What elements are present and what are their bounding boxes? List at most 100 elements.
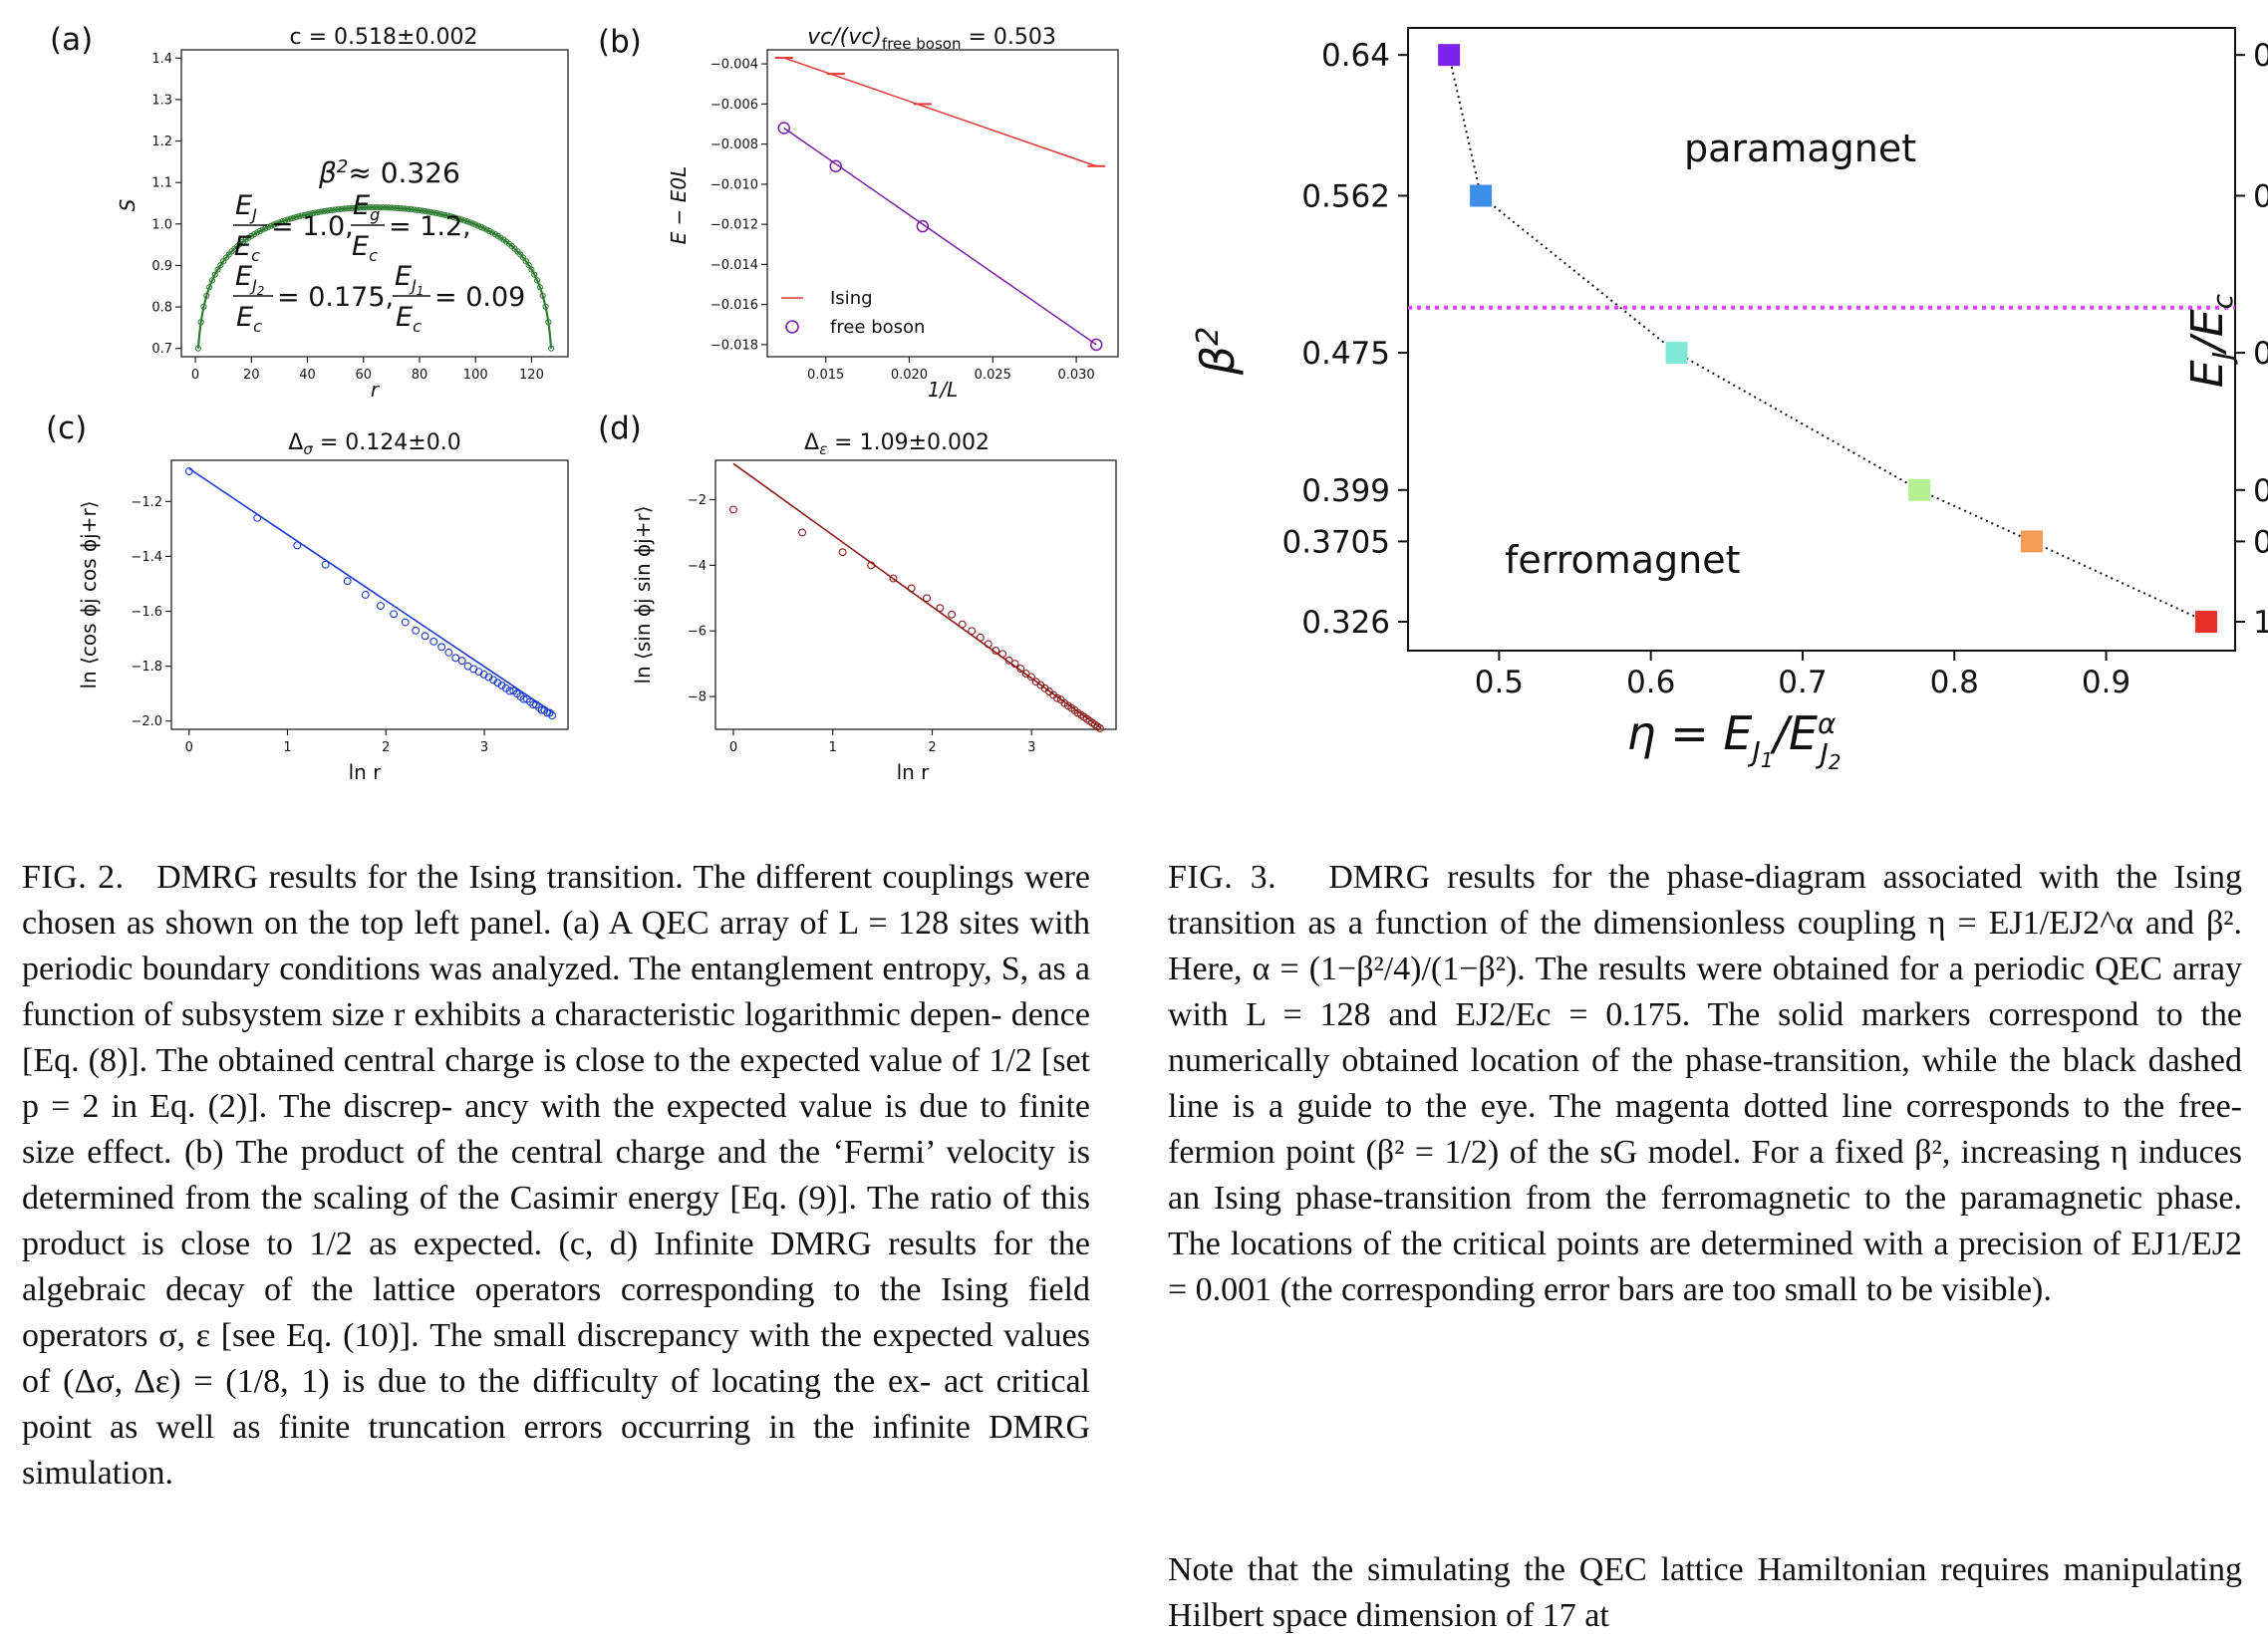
panel-a-point — [460, 217, 468, 224]
svg-text:Ec: Ec — [352, 231, 378, 265]
panel-d-point — [923, 594, 932, 603]
panel-d-point — [889, 574, 898, 583]
panel-a-point — [287, 215, 294, 222]
panel-c-point — [377, 602, 385, 610]
panel-a-point — [427, 208, 434, 216]
panel-b-legend: Ising free boson — [781, 288, 925, 338]
panel-b-letter: (b) — [598, 24, 642, 60]
fig3-ytick-label: 0.399 — [1301, 473, 1390, 509]
svg-text:= 1.0,: = 1.0, — [271, 211, 354, 242]
panel-a-point — [284, 216, 291, 223]
panel-a-point — [293, 213, 300, 221]
panel-d-point — [1004, 656, 1013, 665]
ytick-label: −8 — [688, 690, 707, 705]
ytick-label: −6 — [688, 625, 707, 640]
panel-d-point — [976, 633, 985, 642]
panel-c-point — [361, 591, 370, 599]
svg-text:Ec: Ec — [396, 302, 422, 336]
phase-transition-marker — [1908, 478, 1931, 501]
xtick-label: 0 — [191, 368, 199, 383]
panel-c-point — [390, 610, 399, 619]
panel-c-fit-line — [188, 467, 554, 714]
svg-text:= 0.175,: = 0.175, — [277, 282, 394, 313]
panel-c-point — [412, 626, 421, 635]
panel-a-point — [211, 271, 218, 278]
svg-text:= 0.09: = 0.09 — [434, 282, 525, 313]
fig3-xtick-label: 0.5 — [1475, 665, 1524, 700]
panel-a-point — [304, 211, 311, 218]
xtick-label: 0 — [729, 740, 737, 755]
panel-a-point — [295, 213, 303, 220]
svg-text:= 1.2,: = 1.2, — [389, 211, 471, 242]
panel-c-marks — [184, 467, 557, 720]
ytick-label: −0.016 — [710, 298, 758, 313]
panel-b-xlabel: 1/L — [928, 378, 959, 402]
legend-boson-swatch — [785, 320, 799, 334]
panel-c-xticks: 0 1 2 3 — [185, 729, 488, 755]
xtick-label: 0.020 — [891, 368, 928, 383]
panel-d-point — [1090, 720, 1099, 729]
body-note: Note that the simulating the QEC lattice… — [1168, 1547, 2242, 1639]
panel-d-point — [867, 561, 876, 570]
fig3-xtick-label: 0.8 — [1930, 665, 1979, 700]
panel-b: (b) vc/(vc)free boson = 0.503 0.015 0.020… — [598, 24, 1119, 402]
panel-a-point — [458, 216, 465, 223]
panel-a-point — [425, 208, 431, 215]
xtick-label: 0.030 — [1057, 368, 1094, 383]
ytick-label: −0.004 — [710, 58, 758, 73]
panel-a-point — [279, 218, 286, 225]
xtick-label: 1 — [829, 740, 837, 755]
phase-transition-marker — [1438, 44, 1461, 67]
panel-a-point — [276, 219, 283, 226]
panel-d-point — [1052, 693, 1061, 702]
panel-c-point — [437, 643, 446, 652]
panel-a-xlabel: r — [371, 378, 381, 402]
panel-a-point — [214, 266, 221, 273]
ytick-label: −1.2 — [131, 495, 162, 510]
panel-a-point — [273, 220, 280, 227]
panel-d-point — [948, 610, 957, 619]
panel-b-ylabel: E − E0L — [667, 166, 691, 245]
panel-a-point — [416, 207, 424, 214]
panel-c-point — [343, 577, 352, 586]
figure-label: FIG. 3. — [1168, 859, 1329, 896]
ytick-label: −0.018 — [710, 338, 758, 353]
panel-d-point — [907, 584, 916, 593]
fig3-caption-text: FIG. 3. DMRG results for the phase-diagr… — [1168, 855, 2242, 1313]
phase-transition-marker — [1665, 342, 1688, 365]
region-ferromagnet: ferromagnet — [1505, 538, 1741, 582]
ytick-label: 1.2 — [151, 135, 172, 149]
fig3-yticks: 0.64 0.562 0.475 0.399 0.3705 0.326 — [1282, 38, 1408, 641]
panel-a-point — [324, 207, 331, 214]
panel-b-fit-line — [783, 127, 1097, 346]
panel-a-point — [536, 284, 543, 291]
fig3-y2tick-label: 0.28 — [2253, 38, 2268, 74]
panel-a-point — [548, 345, 555, 352]
panel-c-point — [497, 681, 506, 689]
guide-line — [1448, 54, 2207, 623]
caption-body: Note that the simulating the QEC lattice… — [1168, 1551, 2242, 1634]
panel-a-title: c = 0.518±0.002 — [290, 25, 478, 50]
panel-a-point — [203, 292, 210, 299]
panel-d-point — [1016, 665, 1025, 674]
fig3-y2tick-label: 0.36 — [2253, 178, 2268, 214]
panel-a-point — [452, 214, 459, 221]
panel-a-point — [441, 211, 448, 218]
panel-a-yticks: 0.7 0.8 0.9 1.0 1.1 1.2 1.3 1.4 — [151, 52, 181, 357]
ytick-label: −0.012 — [710, 218, 758, 233]
panel-a-point — [466, 219, 473, 226]
panel-a-point — [542, 303, 549, 310]
panel-a-point — [446, 213, 454, 220]
panel-a-point — [194, 345, 201, 352]
panel-b-boson-point — [1089, 338, 1103, 352]
caption-body: DMRG results for the Ising transition. T… — [22, 859, 1090, 1492]
panel-d-letter: (d) — [598, 410, 642, 446]
panel-b-boson-point — [916, 219, 930, 233]
legend-boson-label: free boson — [830, 317, 925, 338]
panel-b-title: vc/(vc)free boson = 0.503 — [807, 25, 1056, 53]
legend-ising-label: Ising — [830, 288, 873, 309]
panel-d-point — [838, 548, 847, 557]
panel-c-point — [545, 708, 554, 717]
panel-d-point — [992, 647, 1000, 655]
xtick-label: 0 — [185, 740, 193, 755]
